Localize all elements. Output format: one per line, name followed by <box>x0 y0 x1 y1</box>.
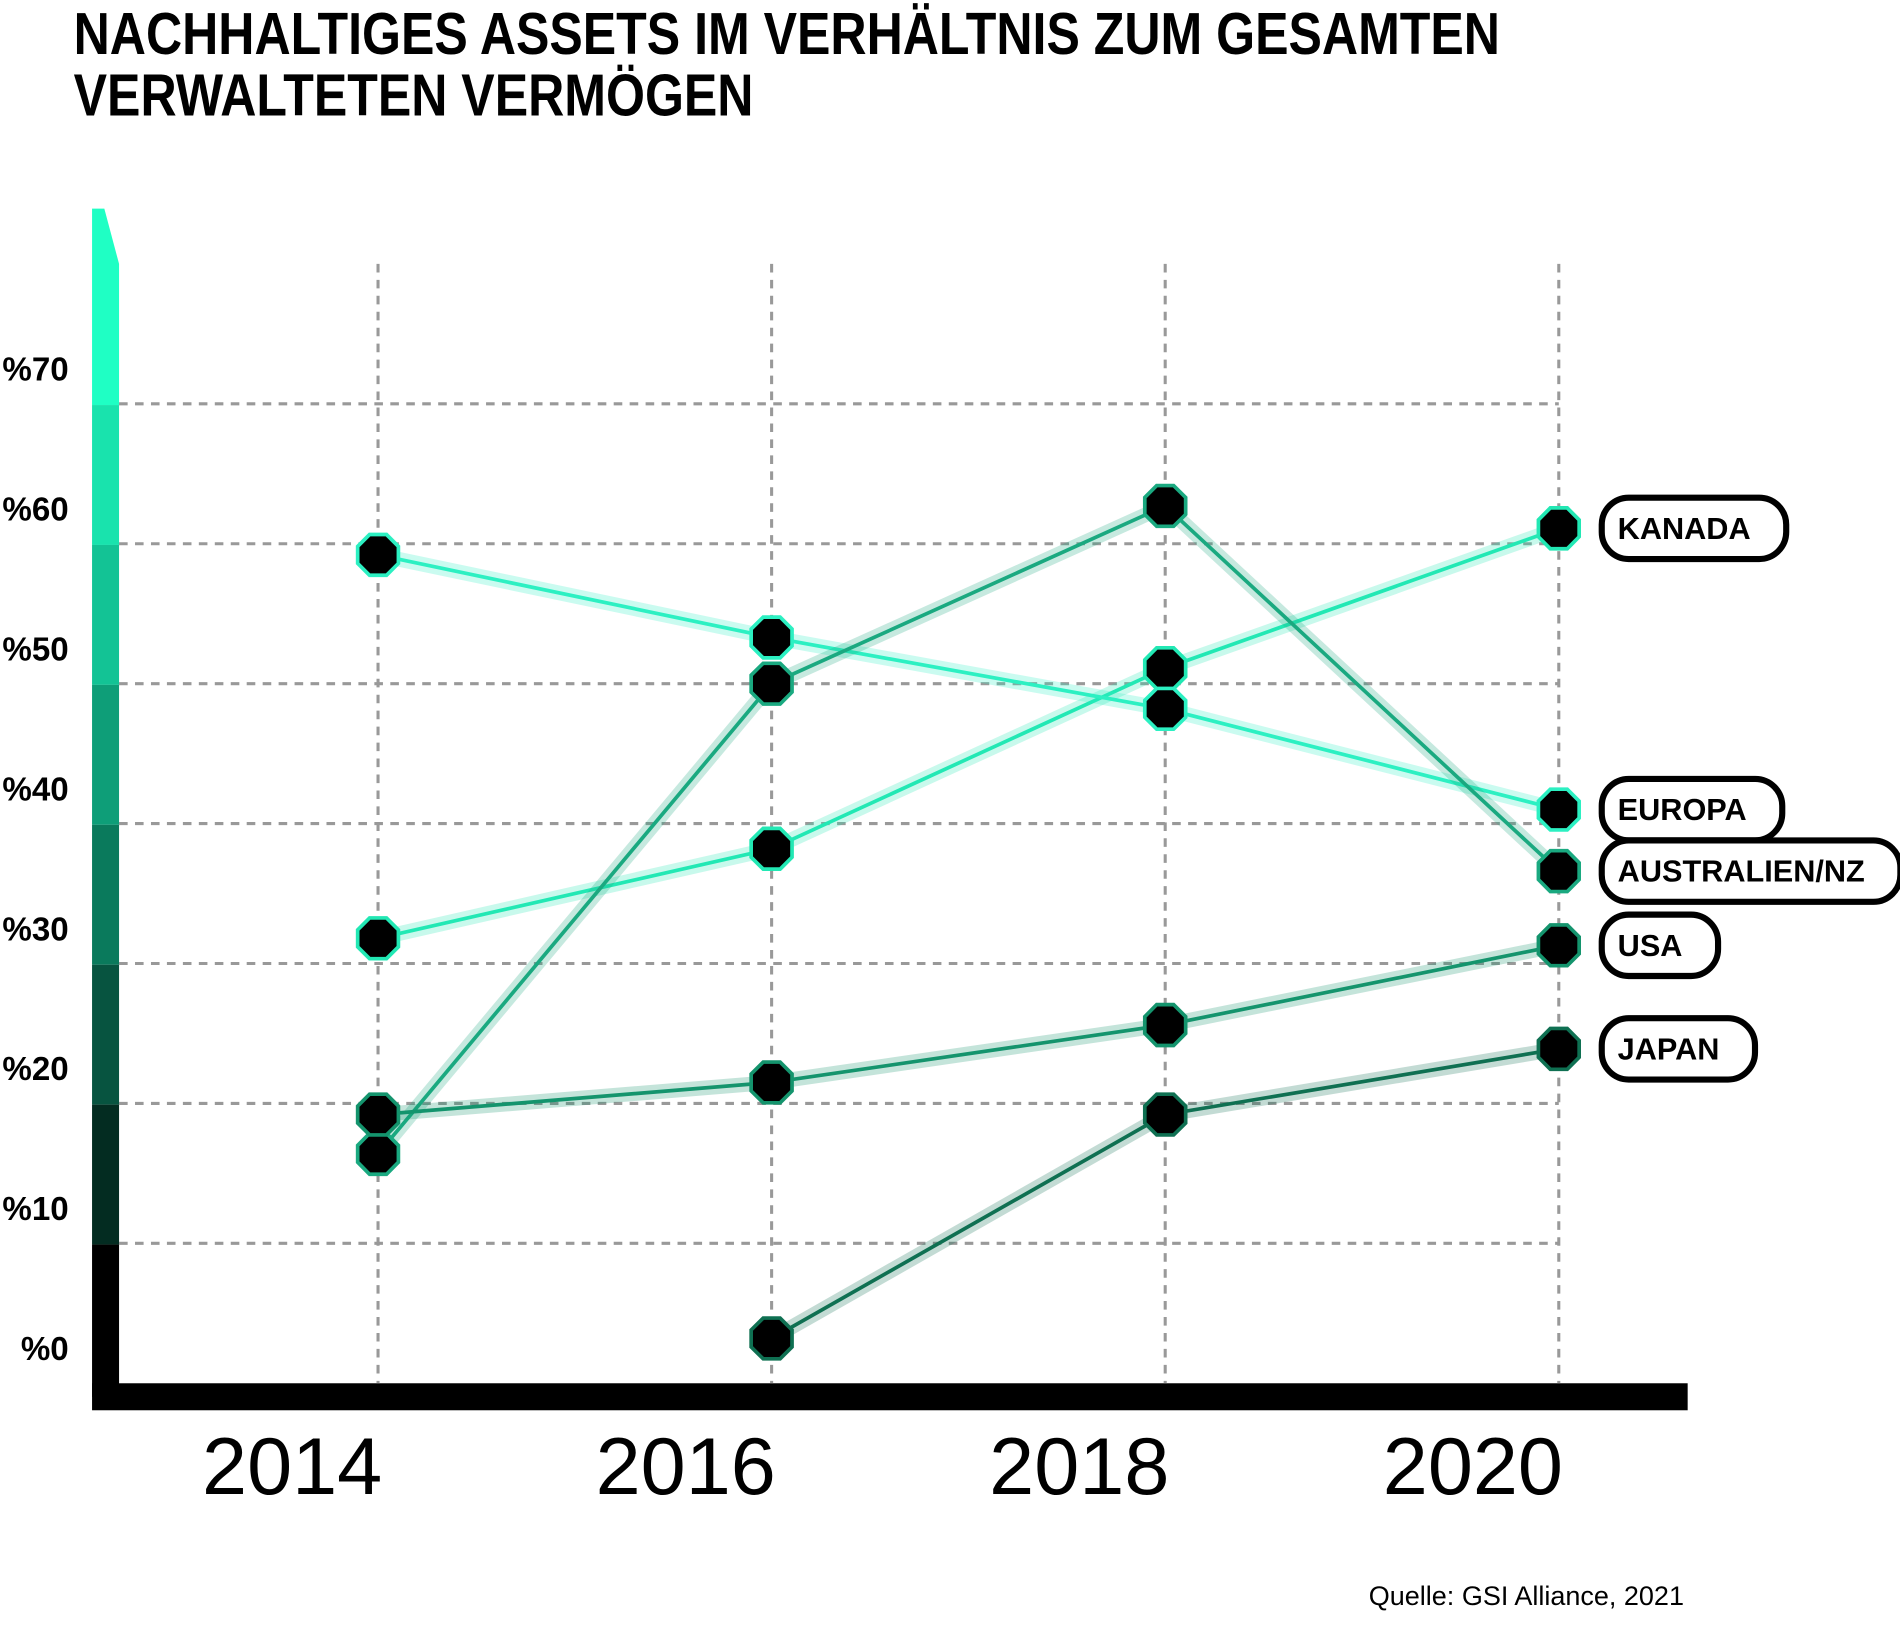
x-tick-label: 2014 <box>202 1422 382 1512</box>
y-tick-label: %30 <box>2 911 68 948</box>
x-tick-label: 2020 <box>1383 1422 1563 1512</box>
legend-label: EUROPA <box>1618 792 1747 827</box>
marker <box>1536 1026 1582 1072</box>
marker <box>749 1316 794 1361</box>
line-glow <box>377 938 1561 1122</box>
marker <box>1142 686 1188 732</box>
line <box>377 526 1560 941</box>
marker <box>749 661 794 706</box>
x-tick-label: 2016 <box>596 1422 776 1512</box>
legend-label: USA <box>1618 928 1683 963</box>
legend-label: KANADA <box>1618 511 1751 546</box>
marker <box>355 916 401 961</box>
marker <box>355 1092 401 1137</box>
marker <box>355 1131 401 1177</box>
marker <box>1536 787 1582 832</box>
legend-label: JAPAN <box>1618 1031 1720 1066</box>
marker <box>1142 483 1188 529</box>
marker <box>1142 645 1188 691</box>
marker <box>1536 506 1582 551</box>
legend-box <box>1598 837 1900 905</box>
line <box>376 503 1561 1155</box>
chart-title: NACHHALTIGES ASSETS IM VERHÄLTNIS ZUM GE… <box>73 2 1500 130</box>
y-tick-label: %70 <box>2 352 68 389</box>
legend-label: AUSTRALIEN/NZ <box>1618 854 1865 889</box>
markers <box>355 483 1582 1361</box>
y-tick-label: %50 <box>2 631 68 668</box>
lines <box>372 497 1564 1345</box>
marker <box>1536 848 1582 894</box>
line <box>377 553 1560 812</box>
marker <box>1536 923 1582 968</box>
line <box>377 943 1560 1117</box>
y-tick-label: %60 <box>2 492 68 529</box>
marker <box>1142 1002 1188 1048</box>
legend-box <box>1598 494 1790 563</box>
x-tick-label: 2018 <box>989 1422 1169 1512</box>
y-tick-label: %40 <box>2 771 68 808</box>
legend: KANADA EUROPA AUSTRALIEN/NZ USA JAPAN <box>1598 494 1900 1083</box>
legend-box <box>1598 911 1722 980</box>
marker <box>355 532 401 578</box>
source: Quelle: GSI Alliance, 2021 <box>1369 1581 1684 1611</box>
y-tick-label: %0 <box>21 1331 69 1368</box>
axis-bar <box>92 208 1688 1411</box>
marker <box>749 826 794 871</box>
y-tick-label: %20 <box>2 1051 68 1088</box>
marker <box>1142 1092 1188 1137</box>
marker <box>749 615 794 660</box>
y-tick-label: %10 <box>2 1191 68 1228</box>
legend-box <box>1598 1015 1759 1083</box>
marker <box>749 1060 794 1105</box>
